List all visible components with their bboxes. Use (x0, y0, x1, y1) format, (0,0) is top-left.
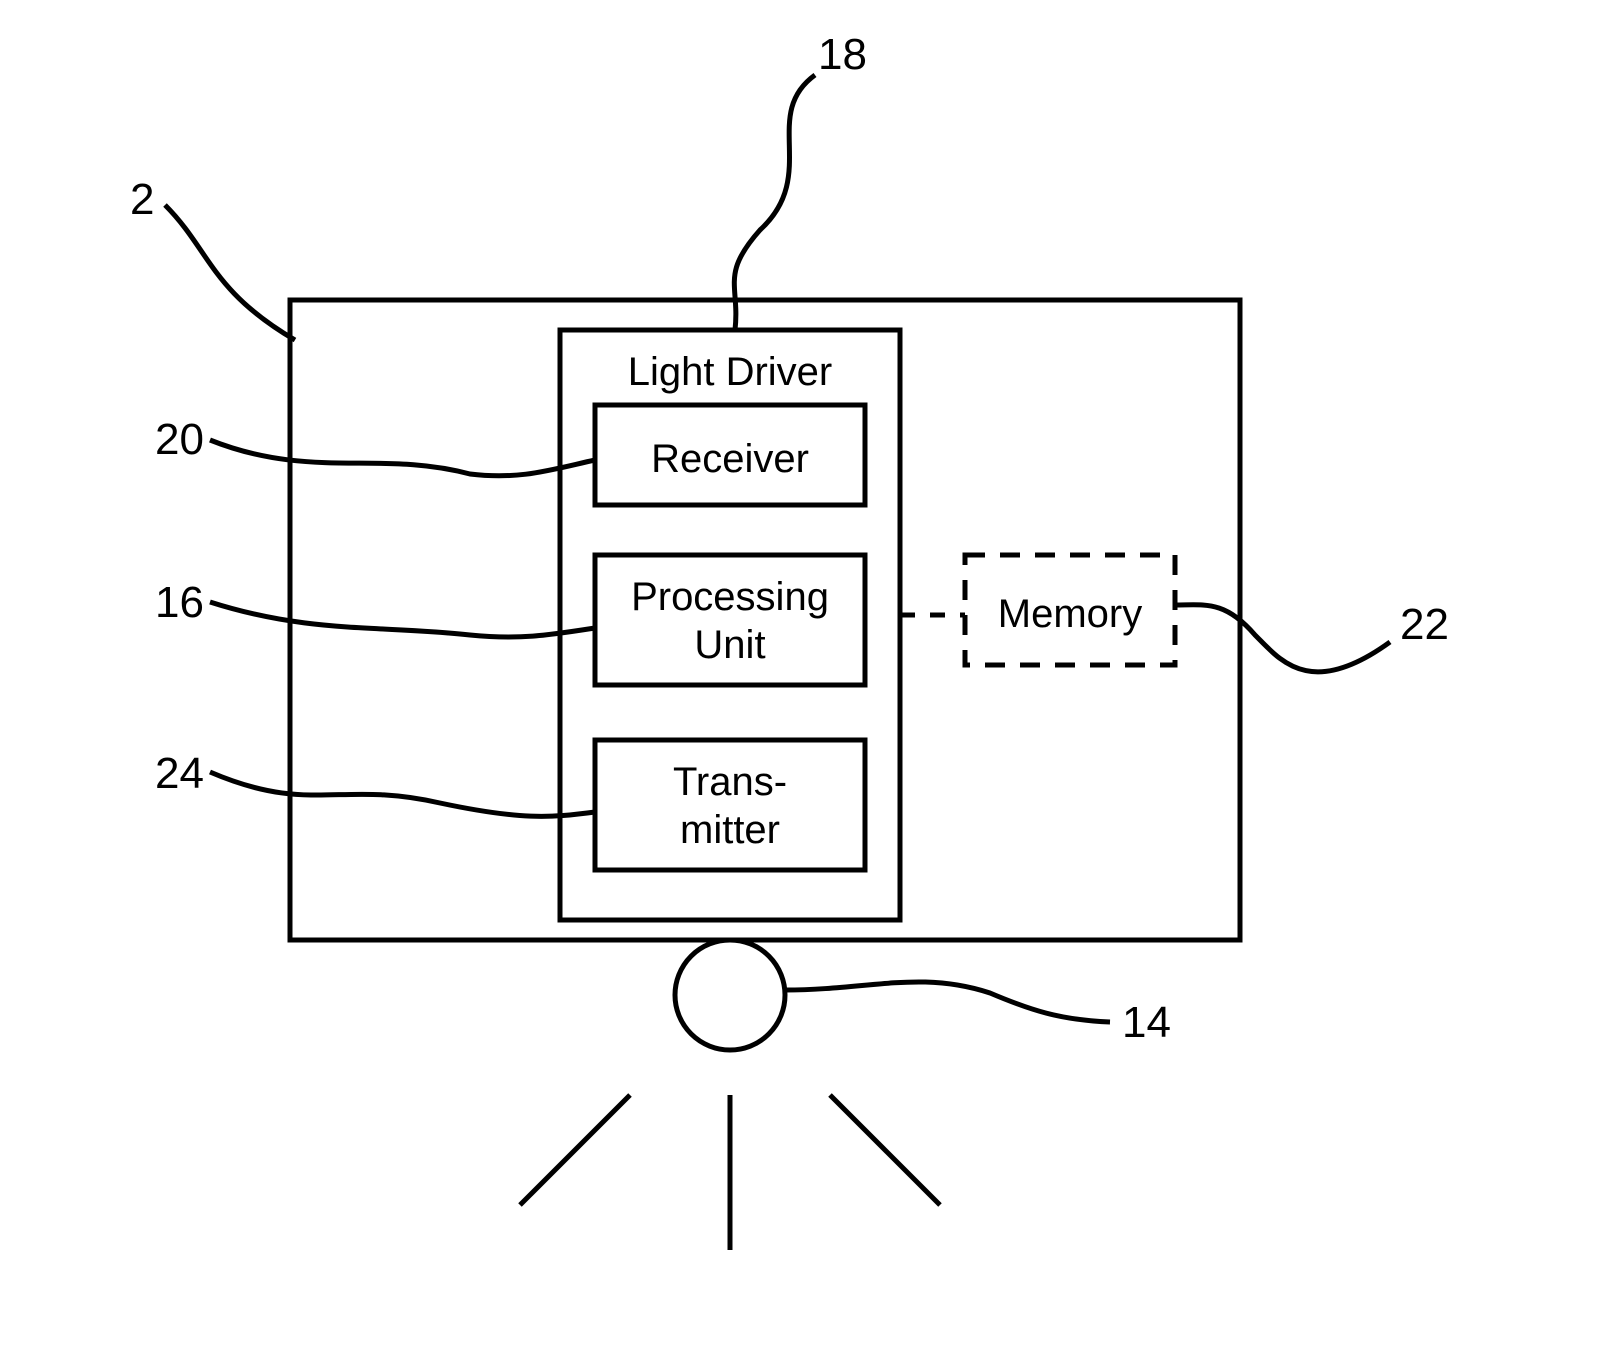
lead-line-20 (210, 440, 595, 476)
processing-unit-label: Processing Unit (600, 573, 860, 669)
receiver-label: Receiver (600, 435, 860, 483)
light-bulb-icon (675, 940, 785, 1050)
lead-line-16 (210, 602, 595, 637)
ref-label-22: 22 (1400, 600, 1449, 650)
ref-label-2: 2 (130, 175, 154, 225)
ref-label-18: 18 (818, 30, 867, 80)
light-ray-3 (830, 1095, 940, 1205)
light-driver-label: Light Driver (620, 348, 840, 396)
transmitter-label: Trans- mitter (600, 758, 860, 854)
ref-label-20: 20 (155, 415, 204, 465)
ref-label-16: 16 (155, 578, 204, 628)
ref-label-24: 24 (155, 749, 204, 799)
light-ray-1 (520, 1095, 630, 1205)
processing-unit-line1: Processing (631, 575, 829, 619)
processing-unit-line2: Unit (694, 623, 765, 667)
memory-label: Memory (970, 590, 1170, 638)
lead-line-14 (785, 982, 1110, 1022)
diagram-svg (0, 0, 1620, 1350)
ref-label-14: 14 (1122, 998, 1171, 1048)
transmitter-line1: Trans- (673, 760, 787, 804)
lead-line-22 (1175, 605, 1390, 672)
lead-line-2 (165, 205, 295, 340)
lead-line-24 (210, 772, 595, 816)
transmitter-line2: mitter (680, 808, 780, 852)
lead-line-18 (734, 75, 815, 330)
diagram-container: 2 18 20 16 24 22 14 Light Driver Receive… (0, 0, 1620, 1350)
